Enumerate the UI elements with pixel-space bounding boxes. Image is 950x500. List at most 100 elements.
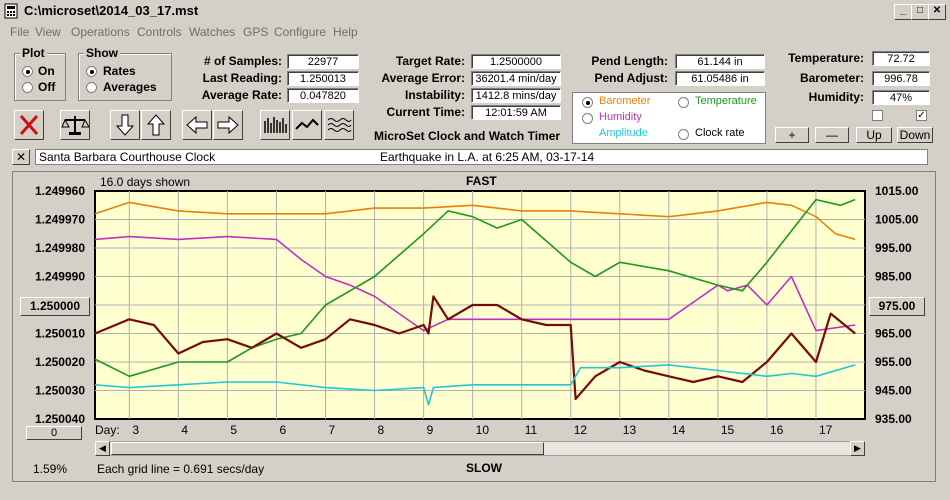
right-tick-label: 995.00 bbox=[875, 241, 912, 255]
series-clock-rate-line bbox=[94, 295, 856, 401]
x-tick-label: 6 bbox=[279, 423, 286, 437]
menu-gps[interactable]: GPS bbox=[243, 25, 269, 39]
x-tick-label: 17 bbox=[819, 423, 833, 437]
menu-configure[interactable]: Configure bbox=[274, 25, 327, 39]
target-rate-field[interactable]: 1.2500000 bbox=[471, 54, 561, 69]
balance-button[interactable] bbox=[60, 110, 90, 140]
scroll-right-button[interactable]: ▶ bbox=[850, 441, 865, 456]
title-bar: C:\microset\2014_03_17.mst _ □ ✕ bbox=[0, 0, 950, 22]
up-button[interactable]: Up bbox=[856, 127, 892, 143]
sensor-temperature-radio[interactable] bbox=[678, 97, 689, 108]
down-arrow-button[interactable] bbox=[110, 110, 140, 140]
left-arrow-icon bbox=[186, 115, 208, 135]
grid-note: Each grid line = 0.691 secs/day bbox=[97, 462, 265, 476]
right-center-value-button[interactable]: 975.00 bbox=[869, 297, 925, 316]
checkbox-right[interactable]: ✓ bbox=[916, 110, 927, 121]
show-rates-radio[interactable] bbox=[86, 66, 97, 77]
plot-on-radio[interactable] bbox=[22, 66, 33, 77]
right-tick-label: 985.00 bbox=[875, 270, 912, 284]
event-note: Earthquake in L.A. at 6:25 AM, 03-17-14 bbox=[380, 150, 595, 164]
last-reading-label: Last Reading: bbox=[202, 71, 282, 85]
sensor-humidity-radio[interactable] bbox=[582, 113, 593, 124]
down-arrow-icon bbox=[115, 114, 135, 136]
chart-frame bbox=[12, 171, 936, 482]
right-tick-label: 1005.00 bbox=[875, 213, 919, 227]
pend-length-label: Pend Length: bbox=[591, 54, 668, 68]
menu-operations[interactable]: Operations bbox=[71, 25, 130, 39]
up-arrow-button[interactable] bbox=[141, 110, 171, 140]
plot-off-radio[interactable] bbox=[22, 82, 33, 93]
left-center-value-button[interactable]: 1.250000 bbox=[20, 297, 90, 316]
clock-name: Santa Barbara Courthouse Clock bbox=[39, 150, 216, 164]
close-window-button[interactable]: ✕ bbox=[928, 4, 946, 20]
show-averages-radio[interactable] bbox=[86, 82, 97, 93]
sensor-clockrate-radio[interactable] bbox=[678, 129, 689, 140]
bar-graph-icon bbox=[264, 117, 287, 133]
menu-bar: File View Operations Controls Watches GP… bbox=[0, 23, 950, 41]
temperature-field: 72.72 bbox=[872, 51, 930, 66]
scroll-left-button[interactable]: ◀ bbox=[95, 441, 110, 456]
plot-off-label: Off bbox=[38, 80, 56, 94]
x-tick-label: 9 bbox=[427, 423, 434, 437]
current-time-label: Current Time: bbox=[386, 105, 465, 119]
right-tick-label: 945.00 bbox=[875, 384, 912, 398]
average-error-label: Average Error: bbox=[381, 71, 465, 85]
target-rate-label: Target Rate: bbox=[395, 54, 465, 68]
window-title: C:\microset\2014_03_17.mst bbox=[24, 3, 199, 18]
series-humidity-line bbox=[94, 235, 856, 332]
sensor-barometer-radio[interactable] bbox=[582, 97, 593, 108]
x-tick-label: 12 bbox=[574, 423, 588, 437]
slow-label: SLOW bbox=[466, 461, 502, 475]
show-rates-label: Rates bbox=[103, 64, 136, 78]
menu-help[interactable]: Help bbox=[333, 25, 358, 39]
plot-group-label: Plot bbox=[20, 46, 47, 60]
right-tick-label: 935.00 bbox=[875, 412, 912, 426]
average-rate-label: Average Rate: bbox=[201, 88, 282, 102]
app-caption: MicroSet Clock and Watch Timer bbox=[374, 129, 561, 143]
right-arrow-button[interactable] bbox=[213, 110, 243, 140]
x-tick-label: 16 bbox=[770, 423, 784, 437]
line-view-button[interactable] bbox=[292, 110, 322, 140]
percent-readout: 1.59% bbox=[33, 462, 68, 476]
down-button[interactable]: Down bbox=[897, 127, 933, 143]
left-tick-label: 1.249970 bbox=[35, 213, 85, 227]
average-error-field: 36201.4 min/day bbox=[471, 71, 561, 86]
humidity-label: Humidity: bbox=[808, 90, 864, 104]
x-tick-label: 11 bbox=[525, 423, 538, 437]
zero-button[interactable]: 0 bbox=[26, 426, 82, 440]
checkbox-left[interactable] bbox=[872, 110, 883, 121]
left-tick-label: 1.250020 bbox=[35, 355, 85, 369]
clear-clock-button[interactable]: ✕ bbox=[12, 149, 30, 165]
minus-button[interactable]: — bbox=[815, 127, 849, 143]
x-tick-label: 7 bbox=[329, 423, 336, 437]
scroll-thumb[interactable] bbox=[111, 442, 544, 455]
barometer-field: 996.78 bbox=[872, 71, 930, 86]
bars-view-button[interactable] bbox=[260, 110, 290, 140]
x-tick-label: 3 bbox=[132, 423, 139, 437]
x-axis-label: Day: bbox=[95, 423, 120, 437]
show-averages-label: Averages bbox=[103, 80, 157, 94]
sensor-select-box bbox=[572, 92, 766, 144]
maximize-button[interactable]: □ bbox=[911, 4, 929, 20]
show-group bbox=[78, 53, 172, 101]
show-group-label: Show bbox=[84, 46, 120, 60]
menu-file[interactable]: File bbox=[10, 25, 30, 39]
series-barometer-line bbox=[94, 201, 856, 241]
menu-controls[interactable]: Controls bbox=[137, 25, 182, 39]
sensor-temperature-label: Temperature bbox=[695, 95, 757, 107]
barometer-label: Barometer: bbox=[799, 71, 864, 85]
info-bar[interactable] bbox=[35, 149, 928, 165]
wave-lines-icon bbox=[327, 118, 352, 132]
menu-view[interactable]: View bbox=[35, 25, 61, 39]
pend-adjust-label: Pend Adjust: bbox=[594, 71, 668, 85]
pend-length-field[interactable]: 61.144 in bbox=[675, 54, 765, 69]
left-arrow-button[interactable] bbox=[182, 110, 212, 140]
wave-view-button[interactable] bbox=[324, 110, 354, 140]
plus-button[interactable]: + bbox=[775, 127, 809, 143]
delete-button[interactable] bbox=[14, 110, 44, 140]
plot-on-label: On bbox=[38, 64, 55, 78]
temperature-label: Temperature: bbox=[788, 51, 864, 65]
menu-watches[interactable]: Watches bbox=[189, 25, 236, 39]
humidity-field: 47% bbox=[872, 90, 930, 105]
